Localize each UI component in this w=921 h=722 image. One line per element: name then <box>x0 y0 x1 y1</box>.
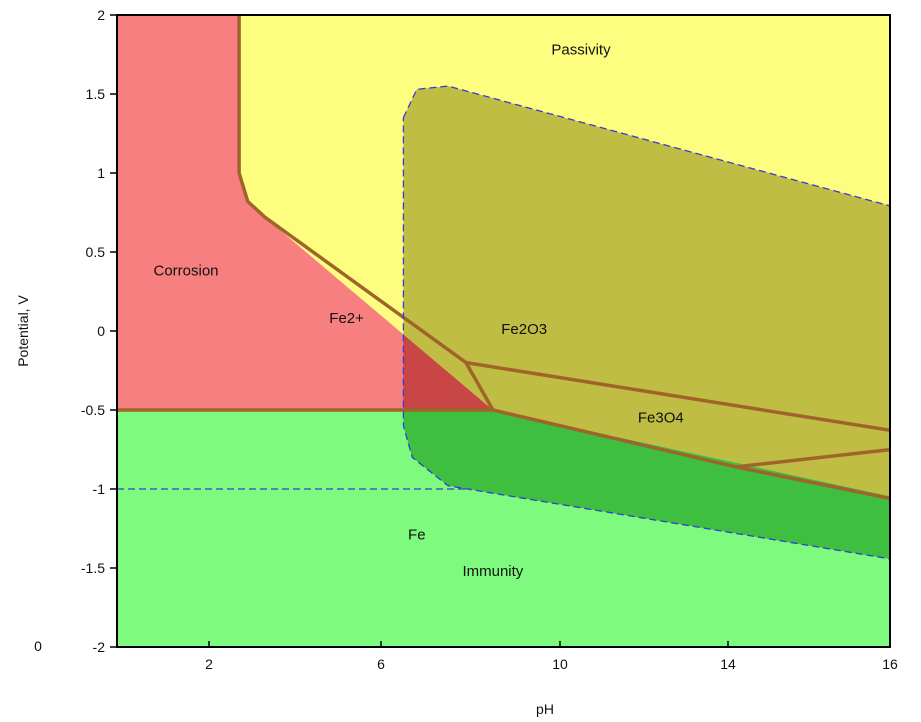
x-origin-label: 0 <box>34 638 42 654</box>
region-label: Passivity <box>551 42 611 59</box>
x-tick-label: 10 <box>552 656 568 672</box>
region-label: Fe <box>408 527 426 544</box>
x-tick-label: 16 <box>882 656 898 672</box>
x-tick-label: 14 <box>720 656 736 672</box>
x-tick-label: 2 <box>205 656 213 672</box>
region-labels-layer: Passivity Corrosion Fe2+ Fe2O3 Fe3O4 Fe Immuni… <box>153 42 683 580</box>
axis-layer: 2 1.5 1 0.5 0 -0.5 -1 -1.5 -2 2 6 10 14 16 <box>81 7 898 672</box>
region-label: Corrosion <box>153 263 218 280</box>
region-label: Fe3O4 <box>638 410 684 427</box>
region-corrosion <box>117 15 493 410</box>
y-tick-label: 0 <box>97 323 105 339</box>
boundary-line <box>465 360 890 433</box>
boundary-line <box>237 15 495 411</box>
x-axis-title: pH <box>536 701 554 717</box>
region-label: Fe2+ <box>329 310 364 327</box>
y-tick-label: -1.5 <box>81 560 105 576</box>
region-label: Fe2O3 <box>501 321 547 338</box>
y-axis-title: Potential, V <box>15 295 31 367</box>
boundary-line <box>735 447 890 469</box>
y-tick-label: -0.5 <box>81 402 105 418</box>
y-tick-label: -1 <box>93 481 106 497</box>
boundary-lines-layer <box>117 15 890 560</box>
water-band-outline <box>402 85 890 560</box>
x-tick-label: 6 <box>377 656 385 672</box>
y-tick-label: 1 <box>97 165 105 181</box>
y-tick-label: -2 <box>93 639 106 655</box>
region-label: Immunity <box>462 563 523 580</box>
y-tick-label: 1.5 <box>86 86 106 102</box>
y-tick-label: 0.5 <box>86 244 106 260</box>
y-tick-label: 2 <box>97 7 105 23</box>
